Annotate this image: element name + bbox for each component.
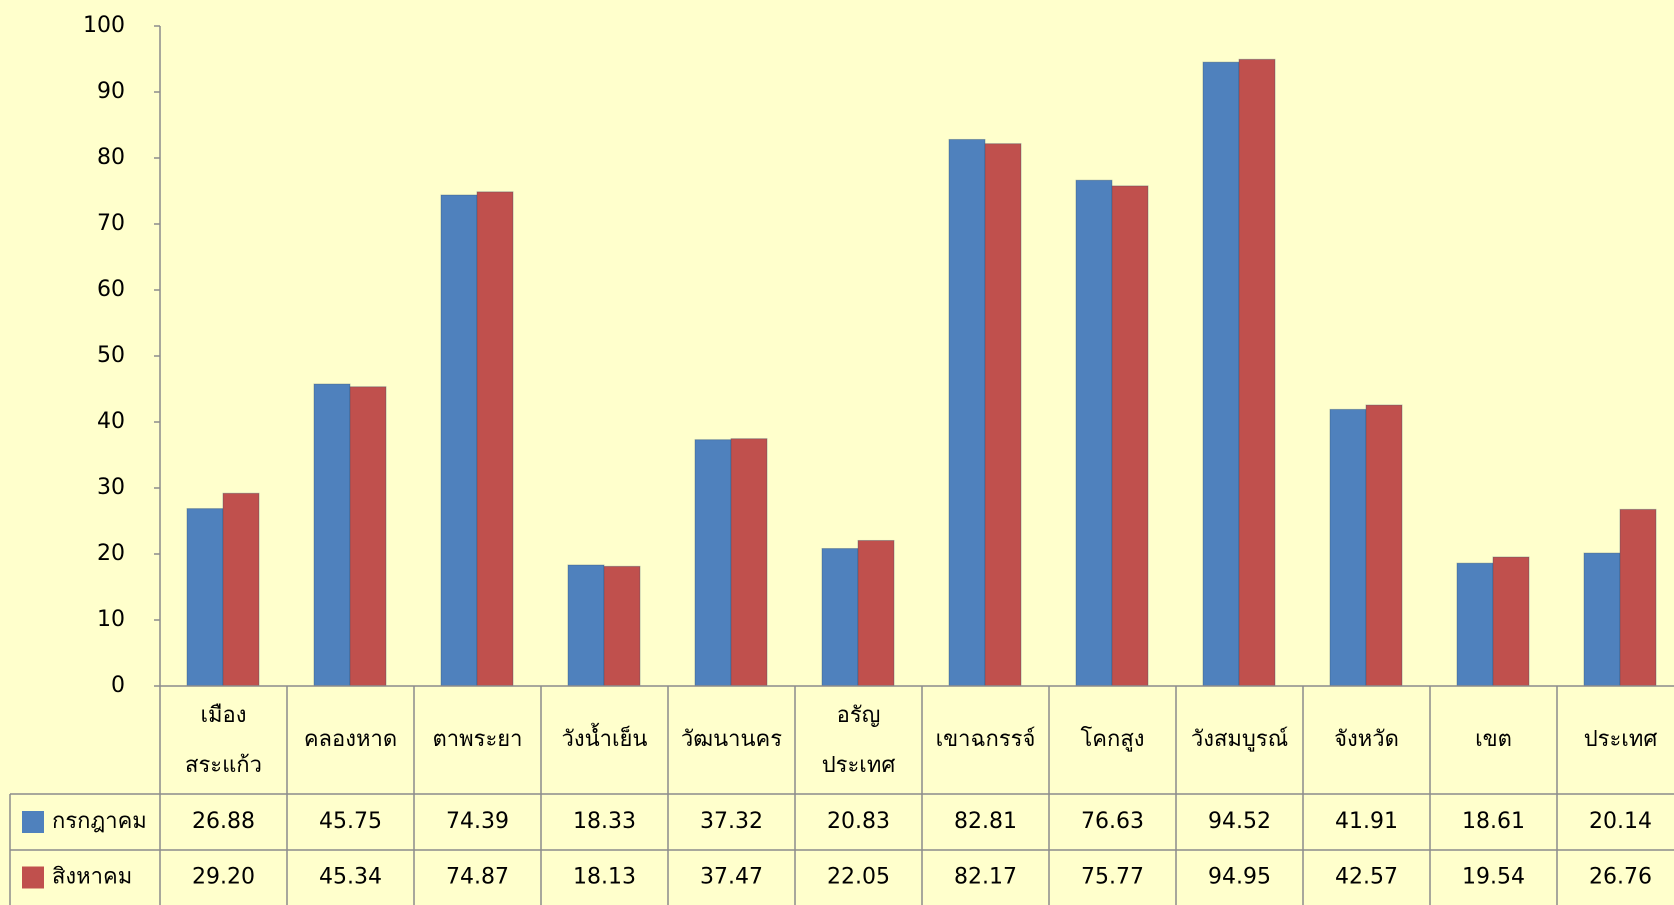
bar-series1: [567, 564, 605, 687]
y-tick-label: 10: [97, 607, 125, 632]
y-tick-label: 0: [111, 673, 125, 698]
data-table-cell: 37.32: [700, 809, 763, 834]
y-tick-label: 30: [97, 475, 125, 500]
category-label: จังหวัด: [1334, 727, 1399, 752]
bar-series1: [1202, 61, 1240, 687]
bar-series2: [984, 143, 1022, 687]
bar-series1: [821, 548, 859, 687]
data-table-cell: 74.39: [446, 809, 509, 834]
category-label: วังน้ำเย็น: [562, 723, 648, 752]
bar-series1: [313, 383, 351, 687]
data-table-cell: 76.63: [1081, 809, 1144, 834]
data-table-cell: 29.20: [192, 865, 255, 890]
data-table-cell: 75.77: [1081, 865, 1144, 890]
legend-key-series2: [22, 866, 44, 889]
y-tick-label: 40: [97, 409, 125, 434]
y-tick-label: 60: [97, 277, 125, 302]
category-label: วัฒนานคร: [681, 727, 782, 752]
category-label-line1: เมือง: [201, 703, 247, 728]
category-label-line2: สระแก้ว: [185, 753, 262, 778]
bar-series2: [476, 191, 514, 687]
category-label-line1: อรัญ: [837, 703, 881, 728]
bar-series2: [1111, 185, 1149, 687]
category-label: คลองหาด: [304, 727, 397, 752]
bar-series2: [857, 539, 895, 687]
data-table-cell: 94.95: [1208, 865, 1271, 890]
bar-series2: [1619, 508, 1657, 687]
category-label-line2: ประเทศ: [822, 753, 896, 778]
legend-label: กรกฎาคม: [52, 809, 147, 834]
y-tick-label: 50: [97, 343, 125, 368]
data-table-cell: 18.61: [1462, 809, 1525, 834]
category-label: วังสมบูรณ์: [1191, 727, 1288, 752]
y-tick-label: 20: [97, 541, 125, 566]
category-label: เขต: [1475, 727, 1512, 752]
data-table-cell: 42.57: [1335, 865, 1398, 890]
bar-series2: [1365, 404, 1403, 687]
y-tick-label: 80: [97, 145, 125, 170]
bar-series2: [730, 438, 768, 687]
bar-series1: [186, 508, 224, 687]
legend-label: สิงหาคม: [52, 865, 132, 890]
y-tick-label: 100: [83, 13, 125, 38]
bar-series2: [1238, 58, 1276, 687]
bar-series1: [1075, 179, 1113, 687]
data-table-cell: 19.54: [1462, 865, 1525, 890]
bar-series1: [440, 194, 478, 687]
data-table-cell: 20.14: [1589, 809, 1652, 834]
bar-series1: [948, 138, 986, 687]
category-label: โคกสูง: [1080, 726, 1144, 752]
legend-key-series1: [22, 811, 44, 833]
category-label: ตาพระยา: [432, 727, 522, 752]
data-table-cell: 74.87: [446, 865, 509, 890]
category-label: ประเทศ: [1584, 727, 1658, 752]
data-table-cell: 82.81: [954, 809, 1017, 834]
data-table-cell: 37.47: [700, 865, 763, 890]
bar-series2: [1492, 556, 1530, 687]
data-table-cell: 82.17: [954, 865, 1017, 890]
y-tick-label: 90: [97, 79, 125, 104]
bar-series2: [222, 492, 260, 687]
bar-series1: [1583, 552, 1621, 687]
bar-series1: [694, 439, 732, 687]
category-label: เขาฉกรรจ์: [936, 727, 1036, 752]
data-table-cell: 18.33: [573, 809, 636, 834]
data-table-cell: 20.83: [827, 809, 890, 834]
data-table-cell: 26.88: [192, 809, 255, 834]
data-table-cell: 22.05: [827, 865, 890, 890]
data-table-cell: 18.13: [573, 865, 636, 890]
data-table-cell: 41.91: [1335, 809, 1398, 834]
data-table-cell: 45.75: [319, 809, 382, 834]
data-table-cell: 94.52: [1208, 809, 1271, 834]
y-tick-label: 70: [97, 211, 125, 236]
data-table-cell: 26.76: [1589, 865, 1652, 890]
bar-series2: [349, 386, 387, 687]
bar-series1: [1329, 408, 1367, 687]
bar-series2: [603, 565, 641, 687]
data-table-cell: 45.34: [319, 865, 382, 890]
bar-series1: [1456, 562, 1494, 687]
